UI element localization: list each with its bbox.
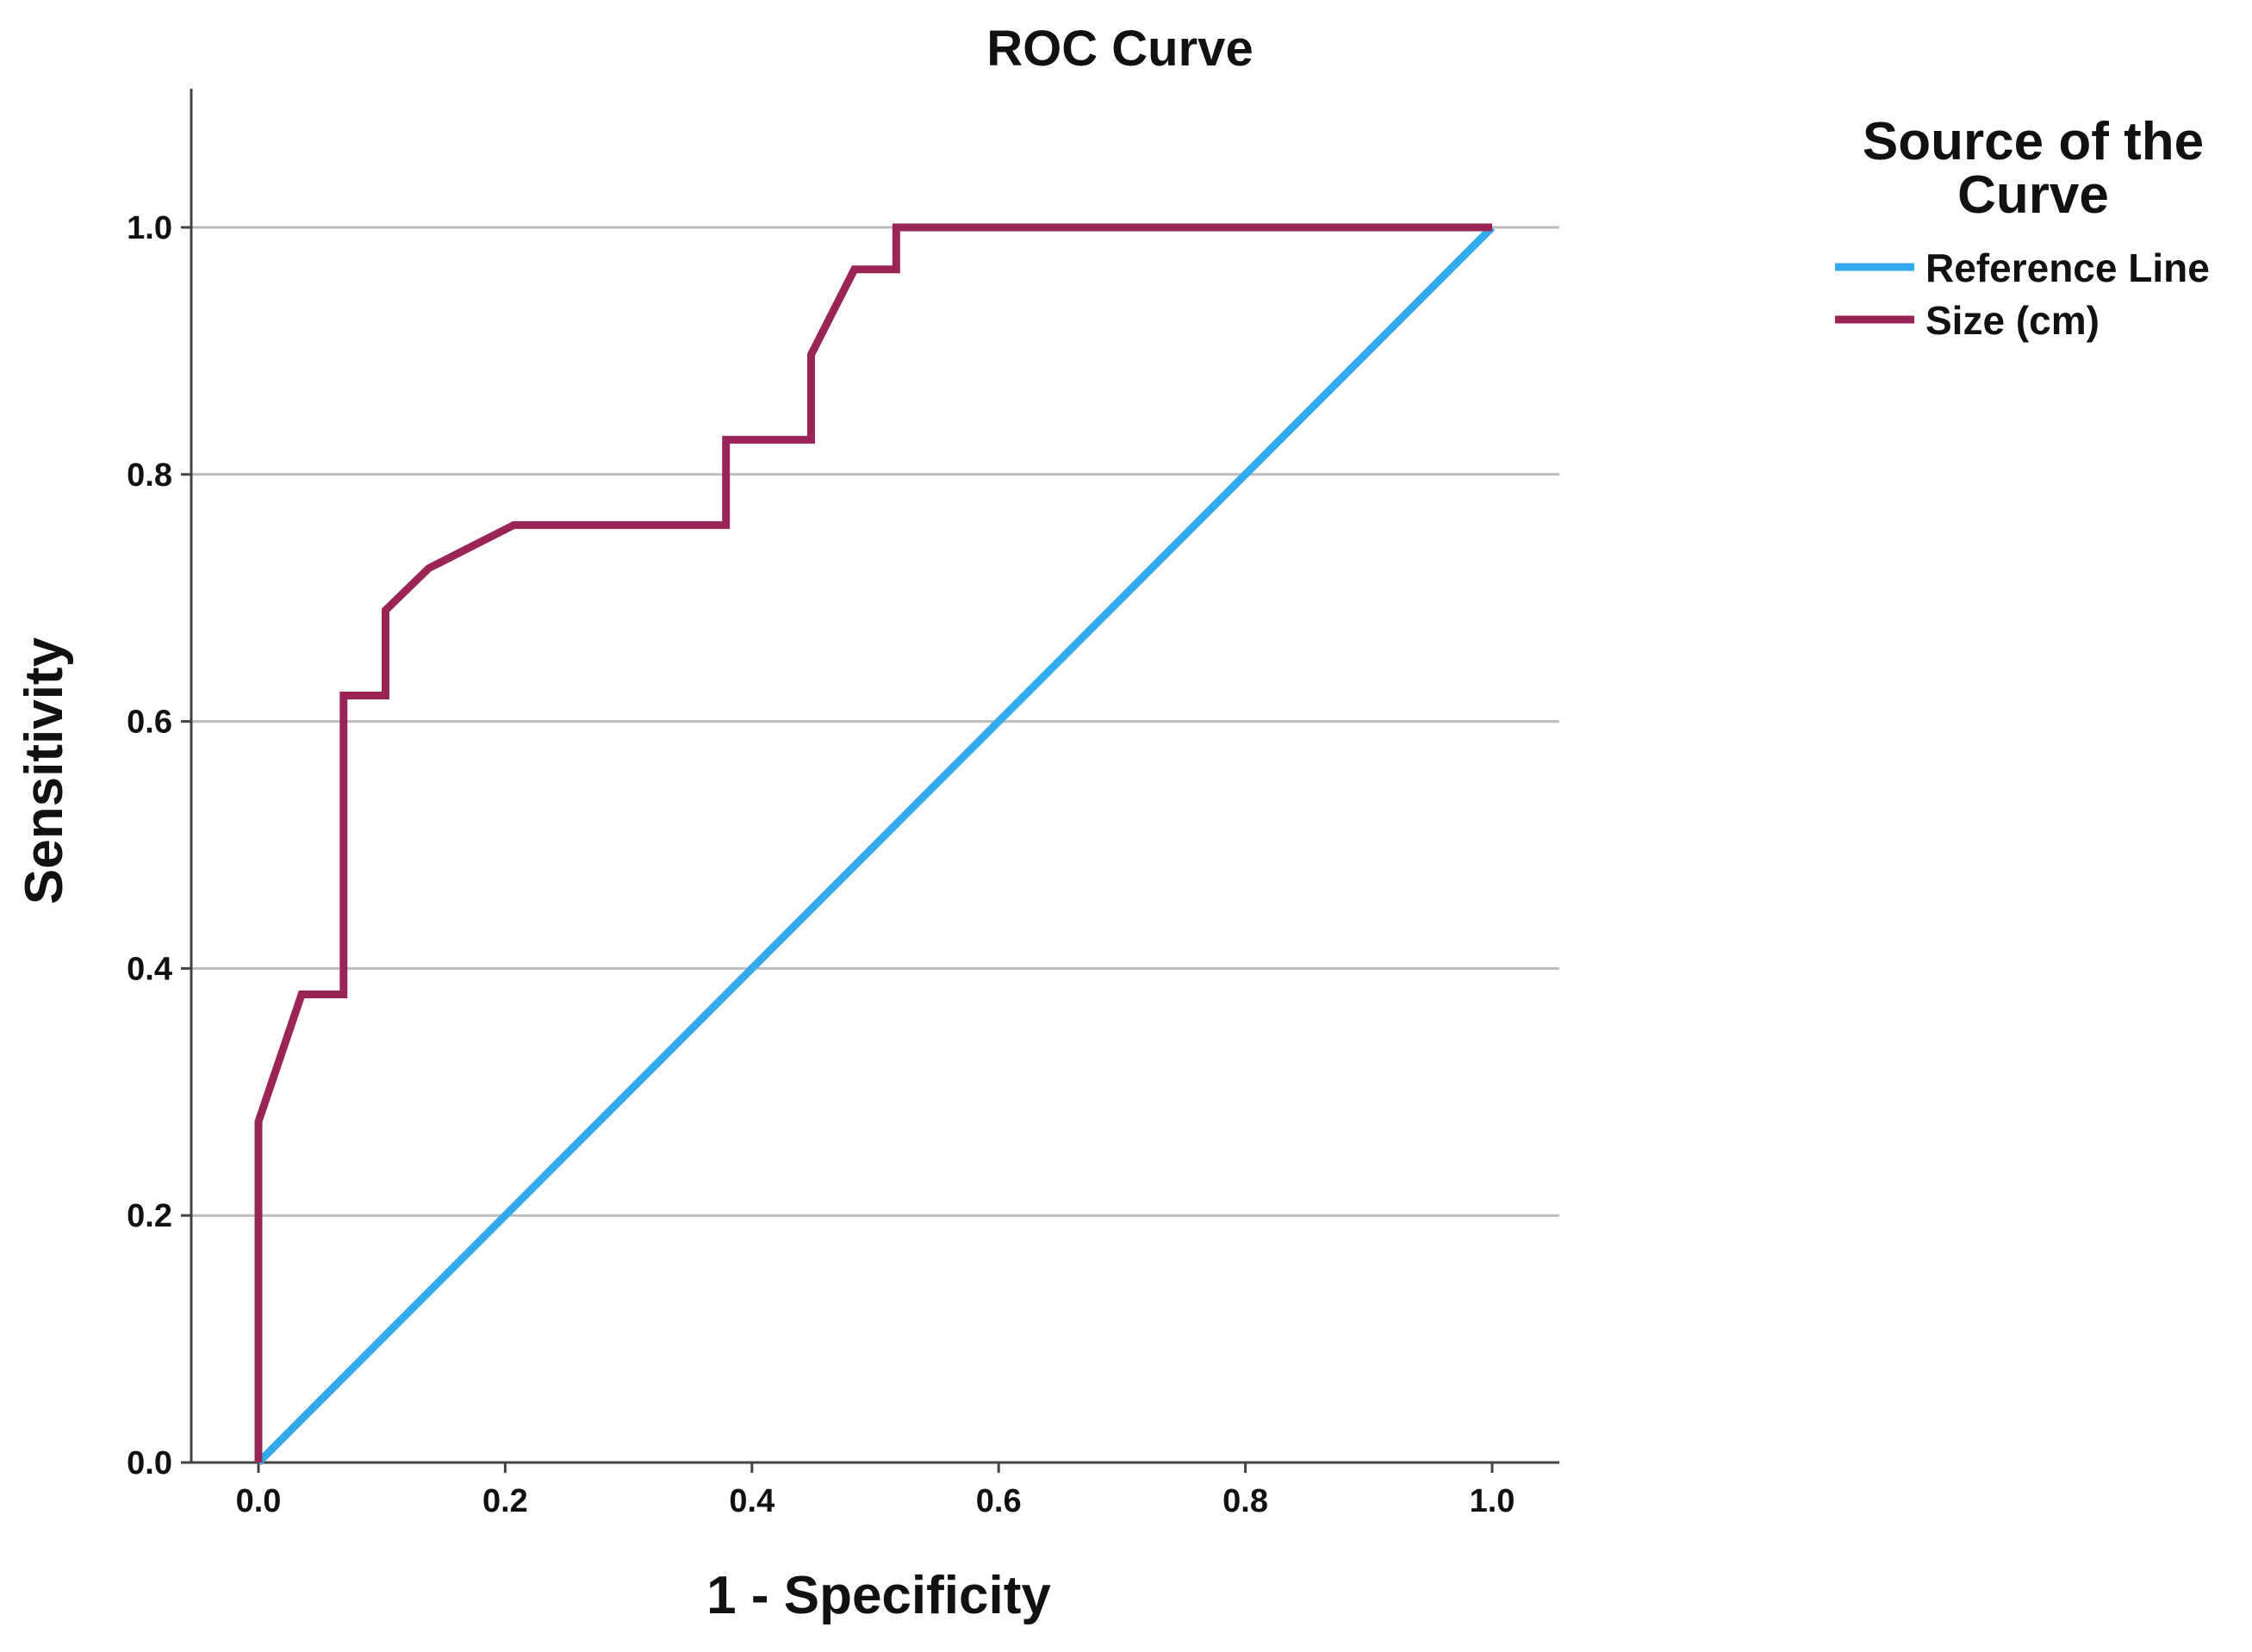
y-tick-label: 0.6 bbox=[127, 705, 172, 741]
y-tick-label: 0.8 bbox=[127, 457, 172, 494]
y-tick-label: 1.0 bbox=[127, 210, 172, 246]
x-tick-label: 0.2 bbox=[482, 1483, 528, 1519]
x-tick-label: 0.6 bbox=[976, 1483, 1022, 1519]
chart-title: ROC Curve bbox=[986, 21, 1253, 77]
x-axis-ticks: 0.0 0.2 0.4 0.6 0.8 1.0 bbox=[236, 1463, 1515, 1519]
series-lines bbox=[254, 223, 1496, 1466]
y-axis-title: Sensitivity bbox=[15, 637, 74, 904]
series-line-reference-line bbox=[255, 224, 1496, 1466]
legend-title-line1: Source of the bbox=[1863, 112, 2204, 171]
axes bbox=[190, 89, 1559, 1464]
y-tick-label: 0.0 bbox=[127, 1445, 172, 1481]
gridlines bbox=[191, 226, 1559, 1217]
y-tick-label: 0.4 bbox=[127, 951, 172, 987]
x-axis-title: 1 - Specificity bbox=[706, 1566, 1051, 1625]
y-axis-ticks: 0.0 0.2 0.4 0.6 0.8 1.0 bbox=[127, 210, 191, 1481]
legend-label-size-cm: Size (cm) bbox=[1925, 298, 2100, 343]
legend-label-reference-line: Reference Line bbox=[1925, 245, 2210, 290]
x-tick-label: 0.8 bbox=[1222, 1483, 1268, 1519]
legend: Source of the Curve Reference Line Size … bbox=[1835, 112, 2210, 343]
x-tick-label: 1.0 bbox=[1470, 1483, 1515, 1519]
series-line-size-cm bbox=[254, 223, 1492, 1463]
x-tick-label: 0.0 bbox=[236, 1483, 282, 1519]
legend-title-line2: Curve bbox=[1957, 165, 2109, 225]
x-tick-label: 0.4 bbox=[729, 1483, 775, 1519]
y-tick-label: 0.2 bbox=[127, 1198, 172, 1234]
